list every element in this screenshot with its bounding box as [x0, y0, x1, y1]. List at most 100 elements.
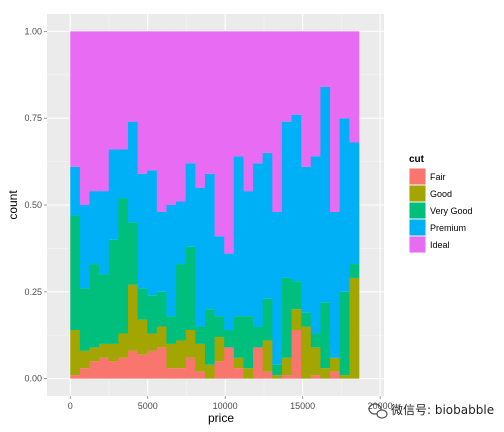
bar-good [320, 368, 331, 379]
bar-fair [310, 375, 321, 379]
y-tick-label: 0.75 [24, 113, 42, 123]
bar-good [147, 333, 158, 351]
bar-ideal [70, 31, 81, 167]
bar-good [310, 347, 321, 376]
bar-ideal [89, 31, 100, 192]
legend-items: Fair Good Very Good Premium Ideal [408, 167, 473, 254]
bar-very-good [224, 330, 235, 348]
legend-label: Premium [430, 223, 466, 233]
legend-label: Fair [430, 172, 446, 182]
x-tick-label: 5000 [138, 401, 158, 411]
legend-title: cut [409, 154, 425, 165]
x-axis-title: price [208, 411, 234, 425]
bar-very-good [281, 277, 292, 358]
bar-very-good [79, 288, 90, 351]
bar-premium [291, 114, 302, 282]
bar-fair [233, 368, 244, 379]
bar-premium [99, 191, 110, 275]
bar-good [330, 357, 341, 372]
bar-ideal [339, 31, 350, 119]
bar-fair [195, 371, 206, 379]
bar-good [281, 357, 292, 376]
bar-good [99, 343, 110, 358]
bar-ideal [214, 31, 225, 237]
bar-fair [253, 347, 264, 379]
bar-very-good [310, 333, 321, 348]
bar-very-good [127, 222, 139, 285]
bar-fair [137, 354, 148, 379]
bar-ideal [330, 31, 341, 212]
bar-fair [214, 361, 225, 379]
bar-ideal [272, 31, 283, 212]
bar-premium [272, 211, 283, 365]
bar-ideal [108, 31, 119, 150]
bar-fair [127, 350, 139, 379]
bar-good [89, 347, 100, 362]
bar-ideal [262, 31, 273, 153]
bar-premium [243, 191, 254, 317]
bar-ideal [233, 31, 244, 157]
bar-very-good [204, 309, 215, 365]
bar-very-good [185, 246, 196, 331]
legend-swatch [409, 202, 426, 219]
bar-very-good [243, 316, 254, 369]
bar-good [301, 326, 312, 379]
y-axis: 0.00 0.25 0.50 0.75 1.00 [24, 26, 47, 384]
legend-label: Ideal [430, 240, 450, 250]
bar-fair [185, 357, 196, 379]
legend: cut Fair Good Very Good Premium Ideal [408, 154, 473, 254]
bar-fair [108, 361, 119, 379]
bar-very-good [137, 288, 148, 320]
bar-ideal [118, 31, 129, 150]
bar-ideal [349, 31, 360, 143]
bar-good [176, 340, 187, 369]
bar-good [118, 333, 129, 358]
bar-premium [166, 205, 177, 317]
bar-ideal [79, 31, 90, 206]
watermark: 微信号: biobabble [368, 403, 494, 419]
bar-very-good [320, 302, 331, 369]
bar-very-good [118, 198, 129, 334]
bar-good [204, 364, 215, 379]
bar-fair [291, 330, 302, 379]
bar-ideal [243, 31, 254, 192]
bar-fair [79, 368, 90, 379]
bar-ideal [291, 31, 302, 115]
bar-good [272, 375, 283, 379]
legend-label: Good [430, 189, 452, 199]
bar-ideal [224, 31, 235, 254]
bar-very-good [156, 291, 167, 327]
bar-good [137, 319, 148, 355]
bar-ideal [253, 31, 264, 164]
bar-premium [281, 121, 292, 278]
bar-very-good [166, 316, 177, 344]
legend-swatch [409, 219, 426, 236]
bar-good [262, 340, 273, 372]
histogram-bars [70, 31, 360, 379]
bar-fair [118, 357, 129, 379]
bar-very-good [89, 264, 100, 348]
y-tick-label: 1.00 [24, 26, 42, 36]
bar-ideal [195, 31, 206, 188]
bar-fair [99, 357, 110, 379]
bar-good [185, 330, 196, 358]
bar-good [166, 343, 177, 369]
bar-premium [320, 86, 331, 303]
bar-premium [262, 152, 273, 299]
bar-fair [262, 371, 273, 379]
y-axis-title: count [6, 190, 20, 220]
bar-premium [118, 149, 129, 199]
bar-good [70, 330, 81, 376]
bar-very-good [108, 239, 119, 344]
bar-ideal [301, 31, 312, 167]
bar-good [156, 326, 167, 348]
bar-ideal [176, 31, 187, 202]
bar-premium [349, 142, 360, 265]
y-tick-label: 0.50 [24, 200, 42, 210]
bar-premium [108, 149, 119, 240]
bar-fair [89, 361, 100, 379]
bar-premium [70, 166, 81, 216]
bar-very-good [195, 326, 206, 344]
bar-good [291, 309, 302, 331]
bar-premium [185, 163, 196, 247]
